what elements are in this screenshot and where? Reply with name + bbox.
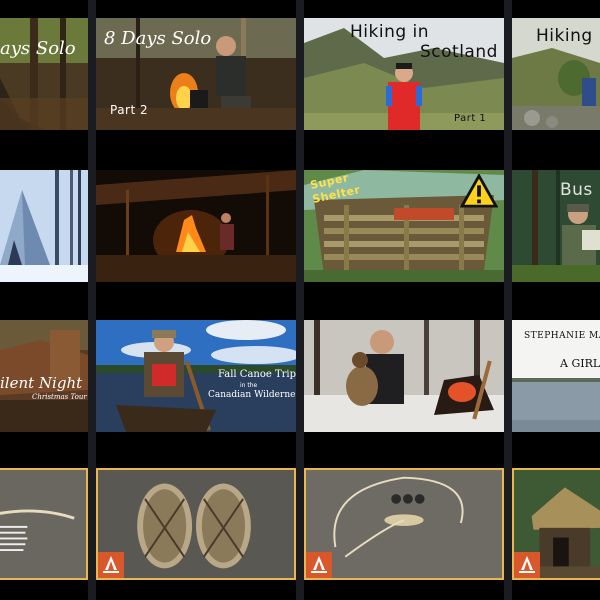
- thumbnail-campfire-shelter-night[interactable]: [96, 170, 296, 282]
- thumbnail-bow-drill-partial[interactable]: [0, 468, 88, 580]
- thumbnail-image: [306, 470, 502, 578]
- thumbnail-cordage-and-stones[interactable]: [304, 468, 504, 580]
- thumbnail-image: [96, 320, 296, 432]
- thumbnail-line3: Canadian Wilderness: [208, 390, 296, 400]
- thumbnail-image: [304, 170, 504, 282]
- thumbnail-title: Bus: [560, 180, 593, 200]
- campfire-logo-icon: [98, 552, 124, 578]
- thumbnail-line1: STEPHANIE MARGITH: [524, 331, 600, 341]
- campfire-logo-icon: [514, 552, 540, 578]
- thumbnail-line2: in the: [240, 382, 258, 389]
- thumbnail-hiking-partial[interactable]: Hiking: [512, 18, 600, 130]
- thumbnail-title: ays Solo: [0, 38, 76, 59]
- thumbnail-image: [304, 18, 504, 130]
- thumbnail-fall-canoe-trip[interactable]: Fall Canoe Trip in the Canadian Wilderne…: [96, 320, 296, 432]
- thumbnail-bushcraft-partial[interactable]: Bus: [512, 170, 600, 282]
- thumbnail-line1: Fall Canoe Trip: [218, 369, 296, 380]
- thumbnail-image: [96, 18, 296, 130]
- thumbnail-stephanie-margith-partial[interactable]: STEPHANIE MARGITH A GIRL: [512, 320, 600, 432]
- column-gutter: [296, 0, 304, 600]
- thumbnail-image: [512, 170, 600, 282]
- thumbnail-image: [512, 320, 600, 432]
- thumbnail-woven-snowshoes[interactable]: [96, 468, 296, 580]
- campfire-logo-icon: [306, 552, 332, 578]
- thumbnail-winter-dog-campfire[interactable]: [304, 320, 504, 432]
- thumbnail-8-days-solo-part-1[interactable]: ays Solo: [0, 18, 88, 130]
- thumbnail-super-shelter[interactable]: Super Shelter: [304, 170, 504, 282]
- warning-triangle-icon: [460, 174, 498, 208]
- thumbnail-hiking-in-scotland-part-1[interactable]: Hiking in Scotland Part 1: [304, 18, 504, 130]
- thumbnail-title: Hiking: [536, 26, 593, 46]
- thumbnail-image: [0, 470, 86, 578]
- column-gutter: [88, 0, 96, 600]
- thumbnail-image: [0, 18, 88, 130]
- thumbnail-thatched-hut-partial[interactable]: [512, 468, 600, 580]
- thumbnail-image: [304, 320, 504, 432]
- thumbnail-image: [512, 18, 600, 130]
- thumbnail-image: [0, 320, 88, 432]
- thumbnail-8-days-solo-part-2[interactable]: 8 Days Solo Part 2: [96, 18, 296, 130]
- thumbnail-subtitle: Christmas Tour: [32, 393, 87, 401]
- thumbnail-image: [96, 170, 296, 282]
- column-gutter: [504, 0, 512, 600]
- thumbnail-part-label: Part 1: [454, 113, 487, 124]
- thumbnail-line2: A GIRL: [560, 357, 600, 370]
- thumbnail-title-line1: Hiking in: [350, 22, 430, 42]
- thumbnail-silent-night-christmas-tour[interactable]: ilent Night Christmas Tour: [0, 320, 88, 432]
- thumbnail-image: [0, 170, 88, 282]
- thumbnail-winter-tipi[interactable]: [0, 170, 88, 282]
- thumbnail-title: 8 Days Solo: [104, 28, 212, 49]
- thumbnail-image: [98, 470, 294, 578]
- thumbnail-part-label: Part 2: [110, 103, 149, 117]
- thumbnail-title-line2: Scotland: [420, 42, 498, 62]
- thumbnail-title: ilent Night: [0, 374, 83, 392]
